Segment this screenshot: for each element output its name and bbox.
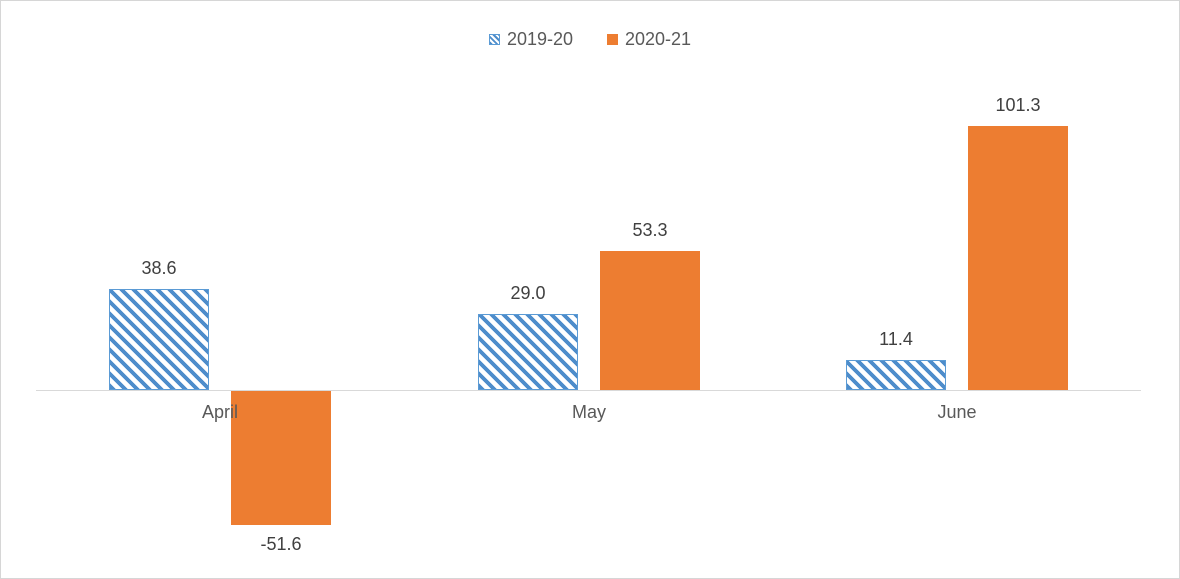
legend: 2019-20 2020-21 (1, 29, 1179, 50)
bar-2019-20-may (478, 314, 578, 390)
legend-label-2020-21: 2020-21 (625, 29, 692, 49)
bar-2020-21-april (231, 391, 331, 526)
data-label-2019-20-may: 29.0 (510, 283, 546, 304)
category-label-may: May (571, 402, 606, 422)
bar-2019-20-april (109, 289, 209, 390)
data-label-2020-21-june: 101.3 (995, 94, 1041, 115)
data-label-2019-20-april: 38.6 (141, 258, 177, 279)
bar-2020-21-may (600, 251, 700, 390)
x-axis-line (36, 390, 1141, 391)
data-label-2020-21-may: 53.3 (632, 220, 668, 241)
data-label-2020-21-april: -51.6 (260, 534, 302, 555)
legend-item-2019-20: 2019-20 (488, 29, 573, 50)
data-label-2019-20-june: 11.4 (879, 329, 913, 350)
legend-marker-solid-icon (607, 34, 618, 45)
legend-item-2020-21: 2020-21 (607, 29, 691, 50)
bar-2020-21-june (968, 125, 1068, 390)
legend-marker-hatched-icon (488, 34, 500, 45)
legend-label-2019-20: 2019-20 (506, 29, 573, 49)
category-label-april: April (201, 402, 238, 422)
category-label-june: June (937, 402, 977, 422)
bar-2019-20-june (846, 360, 946, 390)
